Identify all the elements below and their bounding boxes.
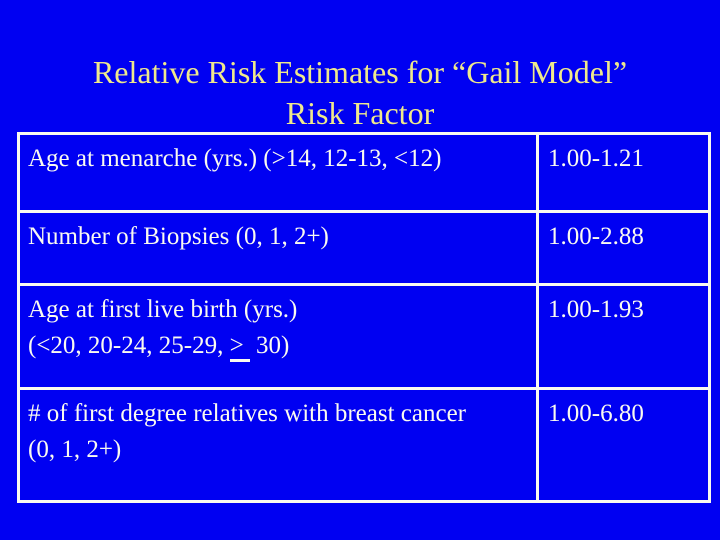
table-row: Number of Biopsies (0, 1, 2+) 1.00-2.88	[20, 210, 708, 283]
risk-factor-table: Age at menarche (yrs.) (>14, 12-13, <12)…	[17, 132, 711, 503]
relative-risk-cell: 1.00-2.88	[539, 213, 708, 283]
table-row: # of first degree relatives with breast …	[20, 387, 708, 500]
slide-title: Relative Risk Estimates for “Gail Model”…	[0, 52, 720, 134]
relative-risk-cell: 1.00-6.80	[539, 390, 708, 500]
relative-risk-value: 1.00-6.80	[548, 400, 644, 427]
risk-factor-cell: Age at first live birth (yrs.) (<20, 20-…	[20, 286, 539, 387]
slide-title-line1: Relative Risk Estimates for “Gail Model”	[92, 54, 628, 90]
relative-risk-cell: 1.00-1.21	[539, 135, 708, 210]
risk-factor-cell: Age at menarche (yrs.) (>14, 12-13, <12)	[20, 135, 539, 210]
risk-factor-text: Age at first live birth (yrs.)	[28, 296, 298, 323]
risk-factor-text-line2: (<20, 20-24, 25-29, > 30)	[28, 328, 528, 364]
greater-equal-symbol: >	[229, 332, 250, 362]
relative-risk-value: 1.00-2.88	[548, 223, 644, 250]
table-row: Age at menarche (yrs.) (>14, 12-13, <12)…	[20, 135, 708, 210]
table-row: Age at first live birth (yrs.) (<20, 20-…	[20, 283, 708, 387]
slide-title-line2: Risk Factor	[285, 95, 435, 131]
risk-factor-text: # of first degree relatives with breast …	[28, 400, 466, 427]
risk-factor-text-line2: (0, 1, 2+)	[28, 436, 122, 463]
relative-risk-value: 1.00-1.93	[548, 296, 644, 323]
risk-factor-text: Age at menarche (yrs.) (>14, 12-13, <12)	[28, 145, 442, 172]
relative-risk-cell: 1.00-1.93	[539, 286, 708, 387]
risk-factor-text: Number of Biopsies (0, 1, 2+)	[28, 223, 329, 250]
risk-factor-cell: # of first degree relatives with breast …	[20, 390, 539, 500]
relative-risk-value: 1.00-1.21	[548, 145, 644, 172]
risk-factor-cell: Number of Biopsies (0, 1, 2+)	[20, 213, 539, 283]
